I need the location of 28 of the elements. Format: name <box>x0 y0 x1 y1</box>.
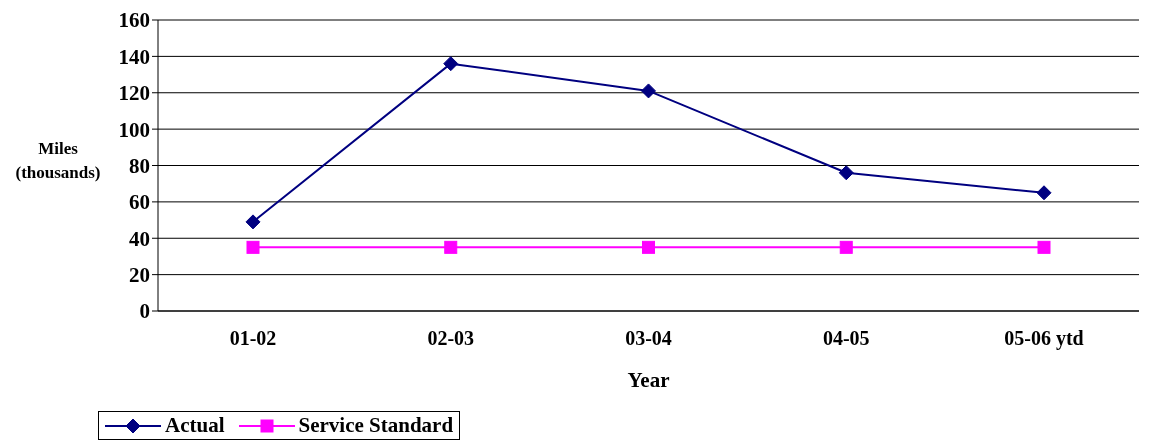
y-tick-label: 40 <box>129 226 150 251</box>
point <box>1036 185 1052 201</box>
point <box>246 240 260 254</box>
point <box>642 240 655 254</box>
x-tick-label: 04-05 <box>822 327 870 350</box>
point <box>641 83 656 99</box>
y-tick-label: 0 <box>139 299 150 324</box>
legend-label: Service Standard <box>298 413 454 438</box>
point <box>839 240 853 254</box>
point <box>245 214 261 230</box>
y-tick-label: 80 <box>129 153 150 178</box>
point <box>838 165 854 181</box>
x-tick-label: 03-04 <box>625 327 672 350</box>
y-tick-label: 120 <box>118 81 150 106</box>
x-tick-label: 05-06 ytd <box>1004 327 1084 351</box>
y-tick-label: 60 <box>129 190 150 215</box>
point <box>444 240 458 254</box>
y-tick-label: 140 <box>118 44 150 69</box>
y-tick-label: 100 <box>118 117 150 142</box>
point <box>1037 240 1051 254</box>
legend-label: Actual <box>165 413 225 438</box>
x-axis-title: Year <box>627 368 670 392</box>
x-tick-label: 02-03 <box>427 327 475 350</box>
x-tick-label: 01-02 <box>229 327 277 350</box>
y-axis-title: Miles (thousands) <box>15 138 101 182</box>
y-tick-label: 160 <box>118 8 150 33</box>
y-tick-label: 20 <box>129 263 150 288</box>
point <box>443 56 459 72</box>
